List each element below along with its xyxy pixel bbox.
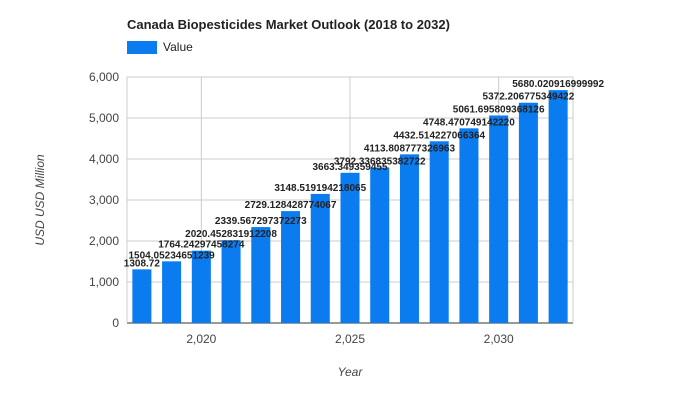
data-label: 2020.452831912208: [185, 229, 277, 240]
y-tick-label: 1,000: [89, 275, 119, 289]
bar: [281, 211, 301, 323]
x-tick-label: 2,020: [186, 332, 216, 346]
legend-label: Value: [163, 40, 193, 54]
legend[interactable]: Value: [127, 40, 193, 54]
data-label: 5061.695809368126: [453, 104, 545, 115]
data-label: 1764.24297458274: [158, 240, 245, 251]
bar: [399, 154, 419, 323]
x-tick-label: 2,030: [484, 332, 514, 346]
data-label: 5680.020916999992: [512, 79, 604, 90]
bar: [370, 167, 390, 323]
data-label: 5372.206775349422: [483, 92, 575, 103]
data-label: 3792.336835382722: [334, 157, 426, 168]
bar: [429, 141, 449, 323]
data-label: 3663.349359455: [312, 162, 388, 173]
data-label: 4432.514227066364: [393, 130, 485, 141]
bar: [132, 269, 152, 323]
data-label: 2729.128428774067: [245, 200, 337, 211]
bar: [310, 193, 330, 323]
bar: [340, 172, 360, 323]
data-label: 1504.05234651239: [128, 250, 215, 261]
bar: [221, 240, 241, 323]
data-label: 3148.519194218065: [274, 183, 366, 194]
data-label: 4113.808777326963: [364, 143, 456, 154]
y-tick-label: 5,000: [89, 111, 119, 125]
y-tick-label: 4,000: [89, 152, 119, 166]
bar: [191, 250, 211, 323]
legend-swatch: [127, 40, 157, 54]
y-tick-label: 2,000: [89, 234, 119, 248]
bar: [162, 261, 182, 323]
bar: [459, 128, 479, 323]
y-axis-title: USD USD Million: [33, 154, 47, 246]
chart-title: Canada Biopesticides Market Outlook (201…: [127, 17, 450, 32]
bar: [489, 115, 509, 323]
bar: [518, 102, 538, 323]
x-tick-label: 2,025: [335, 332, 365, 346]
bar: [548, 90, 568, 323]
data-label: 2339.567297372273: [215, 216, 307, 227]
y-tick-label: 3,000: [89, 193, 119, 207]
bar: [251, 227, 271, 323]
y-tick-label: 6,000: [89, 70, 119, 84]
x-axis-title: Year: [338, 365, 364, 379]
y-tick-label: 0: [112, 316, 119, 330]
data-label: 4748.470749142220: [423, 117, 515, 128]
data-label: 1308.72: [124, 258, 161, 269]
